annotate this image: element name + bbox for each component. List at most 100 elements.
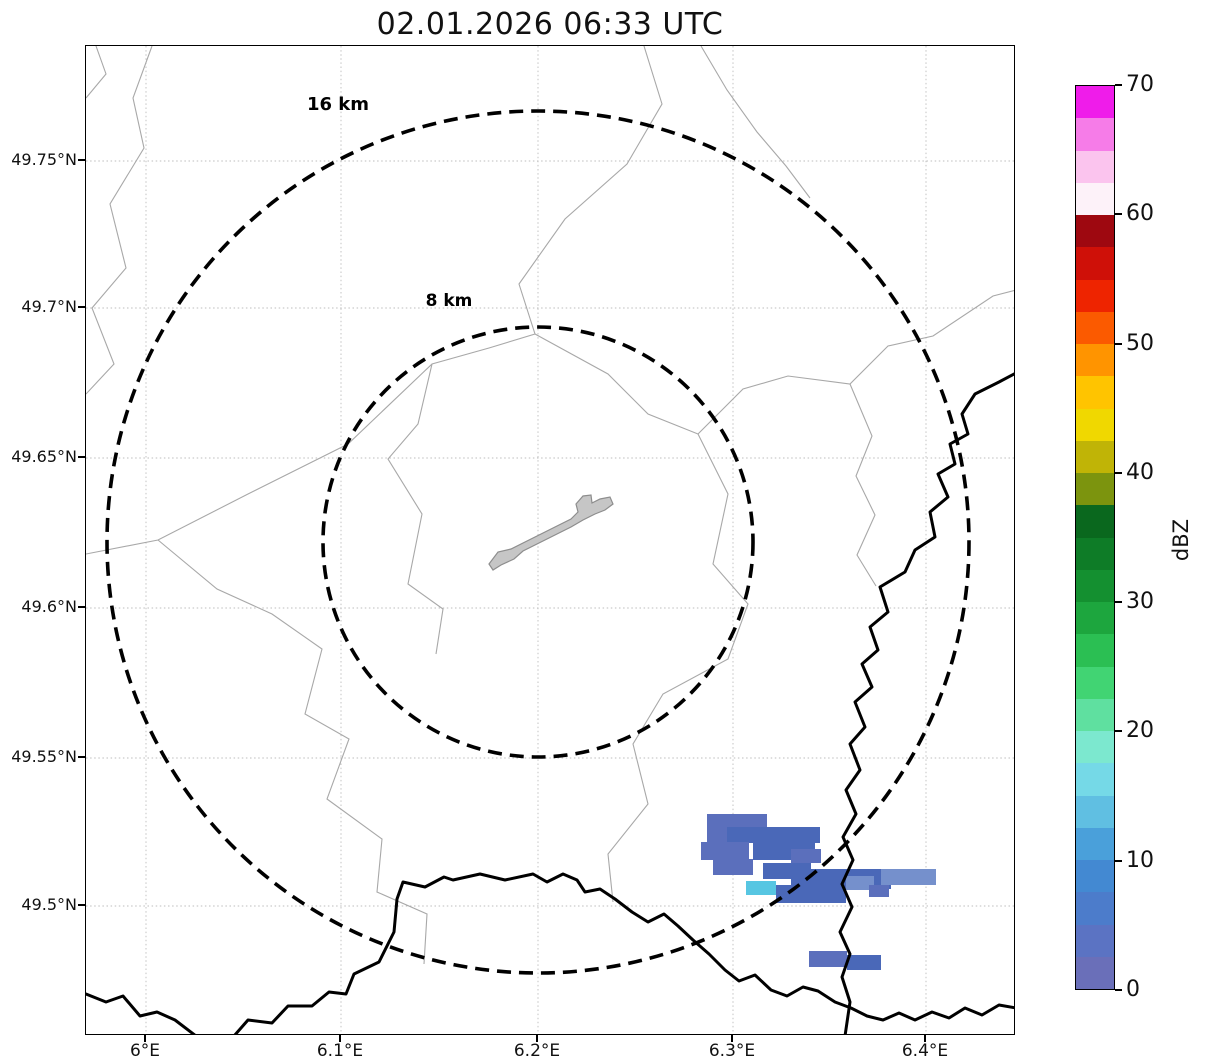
radar-echo-pixel [707,827,727,843]
colorbar-segment [1076,118,1114,151]
y-axis-tick-mark [78,456,85,458]
colorbar-segment [1076,892,1114,925]
colorbar-segment [1076,666,1114,699]
map-canvas [86,46,1014,1034]
colorbar-segment [1076,376,1114,409]
radar-echo-pixel [776,885,846,903]
x-axis-tick-label: 6.4°E [901,1041,949,1061]
country-border-line [86,992,196,1034]
radar-echo-pixel [847,955,881,970]
colorbar-tick-label: 30 [1126,589,1154,615]
colorbar-segment [1076,956,1114,989]
y-axis-tick-label: 49.5°N [21,895,77,914]
colorbar-segment [1076,569,1114,602]
colorbar-segment [1076,408,1114,441]
colorbar-segment [1076,215,1114,248]
y-axis-tick-label: 49.75°N [11,150,77,169]
colorbar-tick-mark [1115,859,1122,862]
colorbar-tick-label: 40 [1126,459,1154,485]
plot-title: 02.01.2026 06:33 UTC [376,7,724,42]
range-ring-8km-label: 8 km [425,291,473,311]
colorbar-segment [1076,505,1114,538]
admin-border-line [86,46,663,555]
colorbar-segment [1076,924,1114,957]
y-axis-tick-label: 49.55°N [11,747,77,766]
radar-echo-pixel [809,951,847,967]
colorbar-segment [1076,86,1114,119]
colorbar-segment [1076,827,1114,860]
admin-border-line [157,539,428,965]
colorbar-tick-label: 50 [1126,330,1154,356]
x-axis-tick-label: 6°E [129,1041,161,1061]
colorbar-segment [1076,247,1114,280]
airport-outline [488,494,614,571]
radar-echo-pixel [791,849,821,863]
colorbar-tick-mark [1115,342,1122,345]
radar-echo-pixel [881,869,936,885]
colorbar-tick-mark [1115,84,1122,86]
y-axis-tick-mark [78,756,85,758]
admin-border-line [700,46,811,199]
colorbar-segment [1076,279,1114,312]
colorbar-tick-label: 0 [1126,977,1140,1002]
admin-border-line [607,433,749,903]
radar-echo-pixel [707,814,767,830]
radar-echo-pixel [869,885,889,897]
y-axis-tick-label: 49.65°N [11,447,77,466]
radar-echo-pixel [846,876,874,890]
radar-echo-pixel [701,842,749,860]
y-axis-tick-label: 49.6°N [21,597,77,616]
colorbar-segment [1076,698,1114,731]
x-axis-tick-mark [339,1035,341,1042]
range-ring-8km [321,325,755,759]
range-ring-16km [105,109,971,975]
y-axis-tick-mark [78,306,85,308]
radar-map: 16 km 8 km [85,45,1015,1035]
colorbar-tick-label: 70 [1126,72,1154,97]
colorbar-segment [1076,763,1114,796]
x-axis-tick-label: 6.2°E [513,1041,561,1061]
colorbar-tick-label: 60 [1126,201,1154,227]
colorbar-segment [1076,537,1114,570]
y-axis-tick-label: 49.7°N [21,297,77,316]
colorbar-tick-label: 20 [1126,718,1154,744]
colorbar-segment [1076,731,1114,764]
colorbar-segment [1076,795,1114,828]
x-axis-tick-label: 6.1°E [316,1041,364,1061]
colorbar-axis-label: dBZ [1169,518,1193,562]
radar-echo-pixel [725,827,820,843]
y-axis-tick-mark [78,606,85,608]
country-border-line [233,872,1014,1034]
colorbar-segment [1076,344,1114,377]
colorbar-tick-label: 10 [1126,847,1154,873]
radar-echo-pixel [713,859,753,875]
colorbar-segment [1076,634,1114,667]
admin-border-line [849,383,877,587]
colorbar-tick-mark [1115,601,1122,604]
colorbar-segment [1076,602,1114,635]
admin-border-line [86,46,107,99]
y-axis-tick-mark [78,159,85,161]
colorbar-segment [1076,473,1114,506]
range-ring-16km-label: 16 km [306,94,370,115]
radar-echo-pixel [746,881,776,895]
colorbar-segment [1076,311,1114,344]
colorbar-segment [1076,860,1114,893]
colorbar-segment [1076,150,1114,183]
y-axis-tick-mark [78,904,85,906]
admin-border-line [86,46,153,395]
admin-border-line [387,363,444,655]
x-axis-tick-mark [536,1035,538,1042]
colorbar-segment [1076,440,1114,473]
x-axis-tick-mark [144,1035,146,1042]
admin-border-line [534,289,1014,435]
x-axis-tick-label: 6.3°E [708,1041,756,1061]
colorbar [1075,85,1115,990]
colorbar-tick-mark [1115,213,1122,216]
x-axis-tick-mark [924,1035,926,1042]
colorbar-segment [1076,182,1114,215]
colorbar-tick-mark [1115,989,1122,991]
country-border-line [838,372,1014,1034]
x-axis-tick-mark [731,1035,733,1042]
